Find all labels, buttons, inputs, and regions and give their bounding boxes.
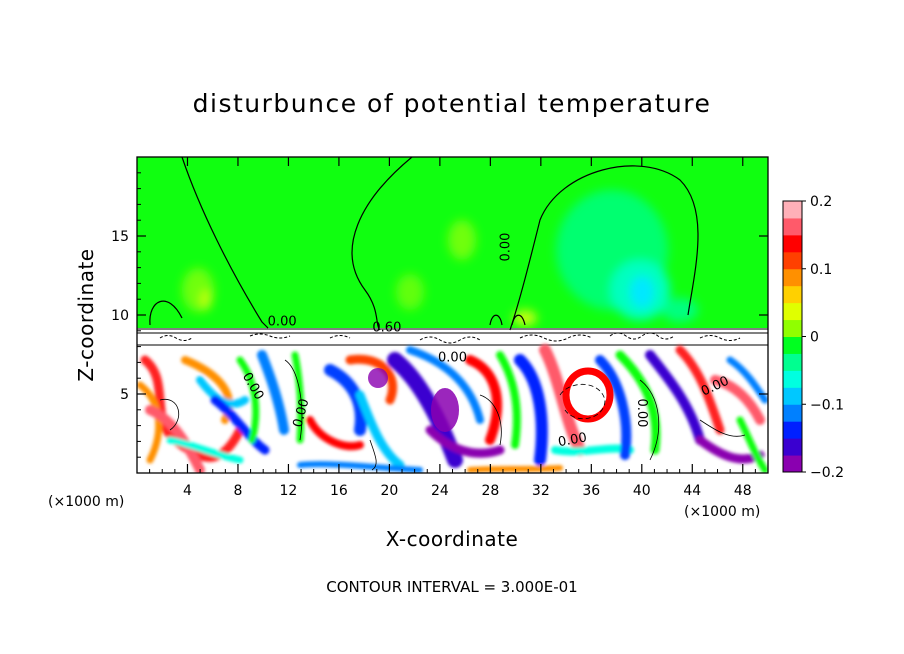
contour-label-text: 0.60	[372, 321, 401, 336]
inversion-band	[137, 328, 768, 346]
contour-label-text: 0.00	[291, 397, 313, 429]
colorbar-swatch	[783, 234, 802, 253]
contour-label: 0.00	[291, 397, 313, 429]
upper-anomalies	[182, 190, 698, 326]
colorbar-tick-label: 0.2	[810, 194, 832, 210]
contour-label: 0.00	[634, 398, 649, 427]
colorbar-swatch	[783, 421, 802, 439]
x-tick-label: 32	[532, 483, 550, 499]
x-tick-label: 24	[431, 483, 449, 499]
contour-label-text: 0.00	[268, 314, 297, 329]
heatmap-field	[137, 157, 768, 473]
x-unit-right: (×1000 m)	[684, 504, 760, 520]
colorbar-tick-label: −0.1	[810, 397, 844, 413]
x-tick-label: 28	[481, 483, 499, 499]
colorbar-swatch	[783, 370, 802, 388]
colorbar-swatch	[783, 319, 802, 337]
contour-label: 0.00	[438, 351, 467, 366]
chart-title: disturbunce of potential temperature	[193, 89, 712, 118]
contour-label: 0.00	[268, 314, 297, 329]
y-axis: 5 10 15	[111, 172, 768, 458]
contour-label-text: 0.00	[634, 398, 649, 427]
x-tick-label: 48	[734, 483, 752, 499]
contour-label-text: 0.00	[557, 430, 588, 450]
zero-contours	[149, 157, 699, 331]
colorbar-swatch	[783, 285, 802, 304]
x-axis: 4 8 12 16 20 24 28 32 36 40 44 48	[149, 157, 769, 499]
contour-interval-note: CONTOUR INTERVAL = 3.000E-01	[326, 578, 577, 596]
x-tick-label: 12	[280, 483, 298, 499]
colorbar-swatch	[783, 302, 802, 321]
lower-contours	[159, 359, 746, 471]
eddy-core-left	[562, 367, 614, 423]
colorbar-swatch	[783, 201, 802, 219]
colorbar-swatch	[783, 387, 802, 405]
x-tick-label: 16	[330, 483, 348, 499]
x-tick-label: 8	[233, 483, 242, 499]
x-unit-left: (×1000 m)	[48, 494, 124, 510]
y-tick-label: 5	[120, 387, 129, 403]
colorbar-swatch	[783, 438, 802, 456]
x-tick-label: 4	[183, 483, 192, 499]
contour-label: 0.60	[372, 321, 401, 336]
colorbar-swatch	[783, 455, 802, 473]
colorbar-tick-label: −0.2	[810, 465, 844, 481]
colorbar-swatch	[783, 217, 802, 236]
contour-label-text: 0.00	[499, 233, 514, 262]
contour-label: 0.00	[499, 233, 514, 262]
y-tick-label: 10	[111, 308, 129, 324]
colorbar-swatch	[783, 336, 802, 354]
colorbar-swatch	[783, 404, 802, 422]
y-tick-label: 15	[111, 229, 129, 245]
colorbar-ticks: 0.2 0.1 0 −0.1 −0.2	[802, 194, 844, 481]
contour-label: 0.00	[557, 430, 588, 450]
eddy-core-right	[368, 368, 388, 388]
colorbar-tick-label: 0.1	[810, 262, 832, 278]
colorbar	[783, 201, 802, 473]
colorbar-frame	[782, 200, 803, 473]
y-axis-label: Z-coordinate	[74, 248, 98, 381]
x-tick-label: 40	[633, 483, 651, 499]
colorbar-swatch	[783, 353, 802, 371]
colorbar-tick-label: 0	[810, 330, 819, 346]
colorbar-swatch	[783, 251, 802, 270]
x-axis-label: X-coordinate	[386, 527, 519, 551]
eddy-core-center	[431, 388, 459, 432]
colorbar-swatch	[783, 268, 802, 287]
x-tick-label: 44	[683, 483, 701, 499]
x-tick-label: 20	[380, 483, 398, 499]
lower-eddies	[137, 344, 768, 473]
x-tick-label: 36	[582, 483, 600, 499]
contour-label-text: 0.00	[438, 351, 467, 366]
